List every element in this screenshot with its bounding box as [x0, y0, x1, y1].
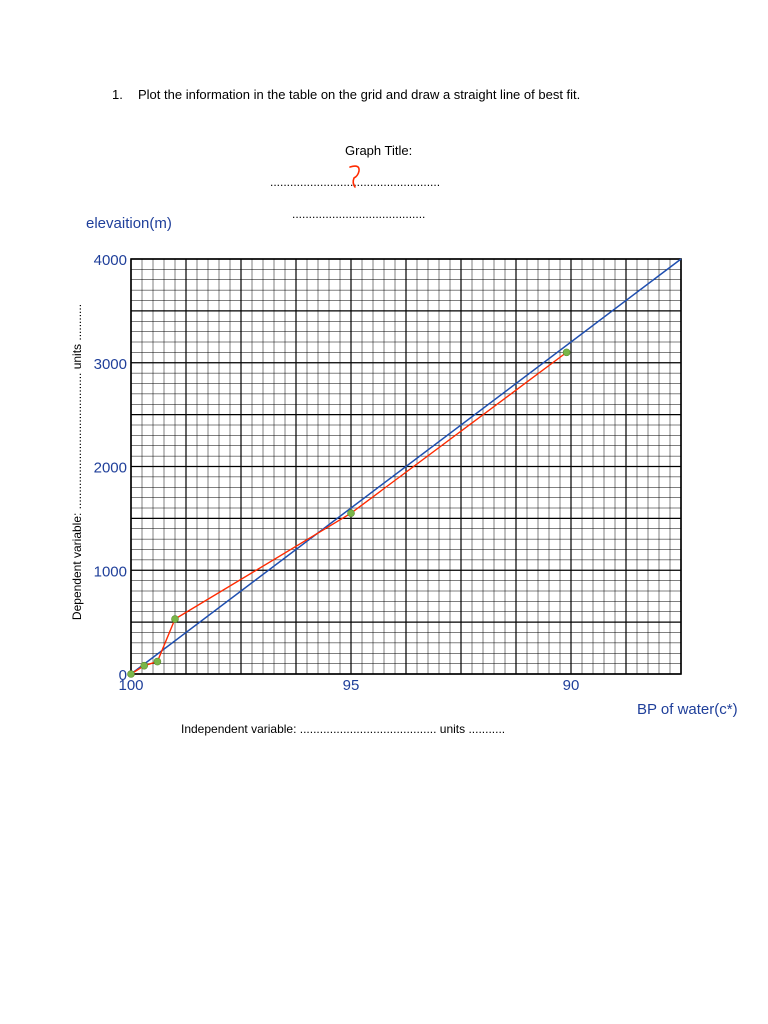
- graph-title-blank-2: ........................................: [292, 207, 426, 221]
- x-tick-label: 100: [118, 677, 143, 694]
- data-point: [140, 661, 148, 670]
- independent-variable-label: Independent variable: ..................…: [181, 722, 506, 736]
- question-text: Plot the information in the table on the…: [138, 87, 581, 102]
- y-tick-label: 1000: [94, 563, 127, 580]
- data-point: [171, 615, 179, 623]
- y-tick-label: 2000: [94, 460, 127, 477]
- graph-title-blank-1: ........................................…: [270, 175, 441, 189]
- y-tick-label: 4000: [94, 252, 127, 269]
- data-point: [347, 509, 355, 517]
- plot-frame: [130, 258, 682, 675]
- data-point: [153, 657, 162, 666]
- y-tick-label: 0: [119, 667, 127, 684]
- x-axis-title: BP of water(c*): [637, 701, 738, 718]
- x-tick-label: 90: [563, 677, 580, 694]
- data-point: [127, 670, 135, 678]
- handwritten-mark-icon: [349, 165, 360, 188]
- data-point: [562, 348, 571, 357]
- x-tick-label: 95: [343, 677, 360, 694]
- y-tick-label: 3000: [94, 356, 127, 373]
- question-number: 1.: [112, 87, 123, 102]
- best-fit-line: [130, 258, 682, 675]
- graph-title-label: Graph Title:: [345, 143, 413, 158]
- y-axis-title: elevaition(m): [86, 215, 172, 232]
